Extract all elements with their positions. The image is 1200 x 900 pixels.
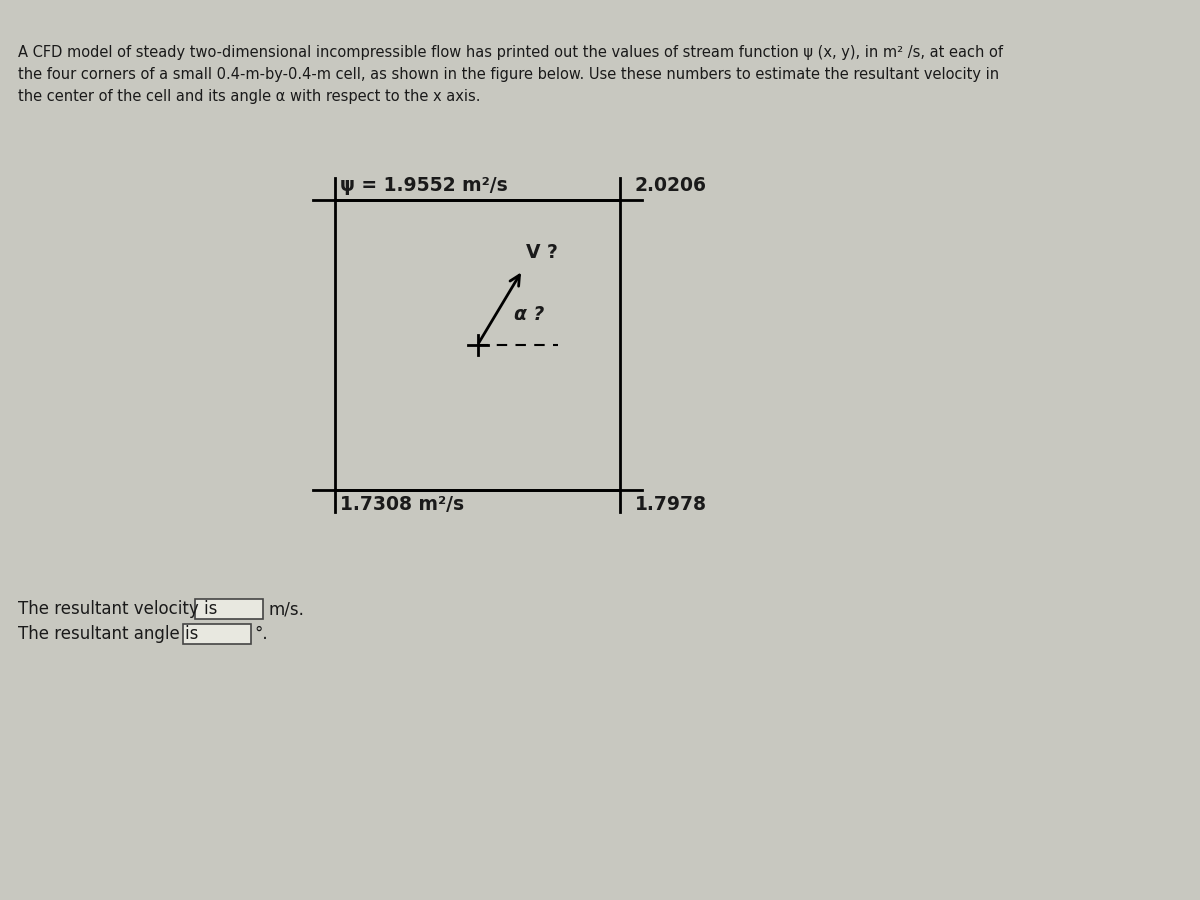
Text: V ?: V ? (526, 243, 557, 262)
Bar (335, 200, 620, 490)
Text: ψ = 1.9552 m²/s: ψ = 1.9552 m²/s (340, 176, 508, 195)
Text: the center of the cell and its angle α with respect to the x axis.: the center of the cell and its angle α w… (18, 89, 480, 104)
Text: The resultant angle is: The resultant angle is (18, 625, 198, 643)
Text: the four corners of a small 0.4-m-by-0.4-m cell, as shown in the figure below. U: the four corners of a small 0.4-m-by-0.4… (18, 67, 1000, 82)
Bar (182, 624, 251, 644)
Text: A CFD model of steady two-dimensional incompressible flow has printed out the va: A CFD model of steady two-dimensional in… (18, 45, 1003, 60)
Text: α ?: α ? (515, 305, 545, 325)
Text: The resultant velocity is: The resultant velocity is (18, 600, 217, 618)
Text: 1.7978: 1.7978 (635, 495, 707, 514)
Bar (194, 599, 263, 619)
Text: 2.0206: 2.0206 (635, 176, 707, 195)
Text: m/s.: m/s. (268, 600, 304, 618)
Text: °.: °. (254, 625, 268, 643)
Text: 1.7308 m²/s: 1.7308 m²/s (340, 495, 464, 514)
